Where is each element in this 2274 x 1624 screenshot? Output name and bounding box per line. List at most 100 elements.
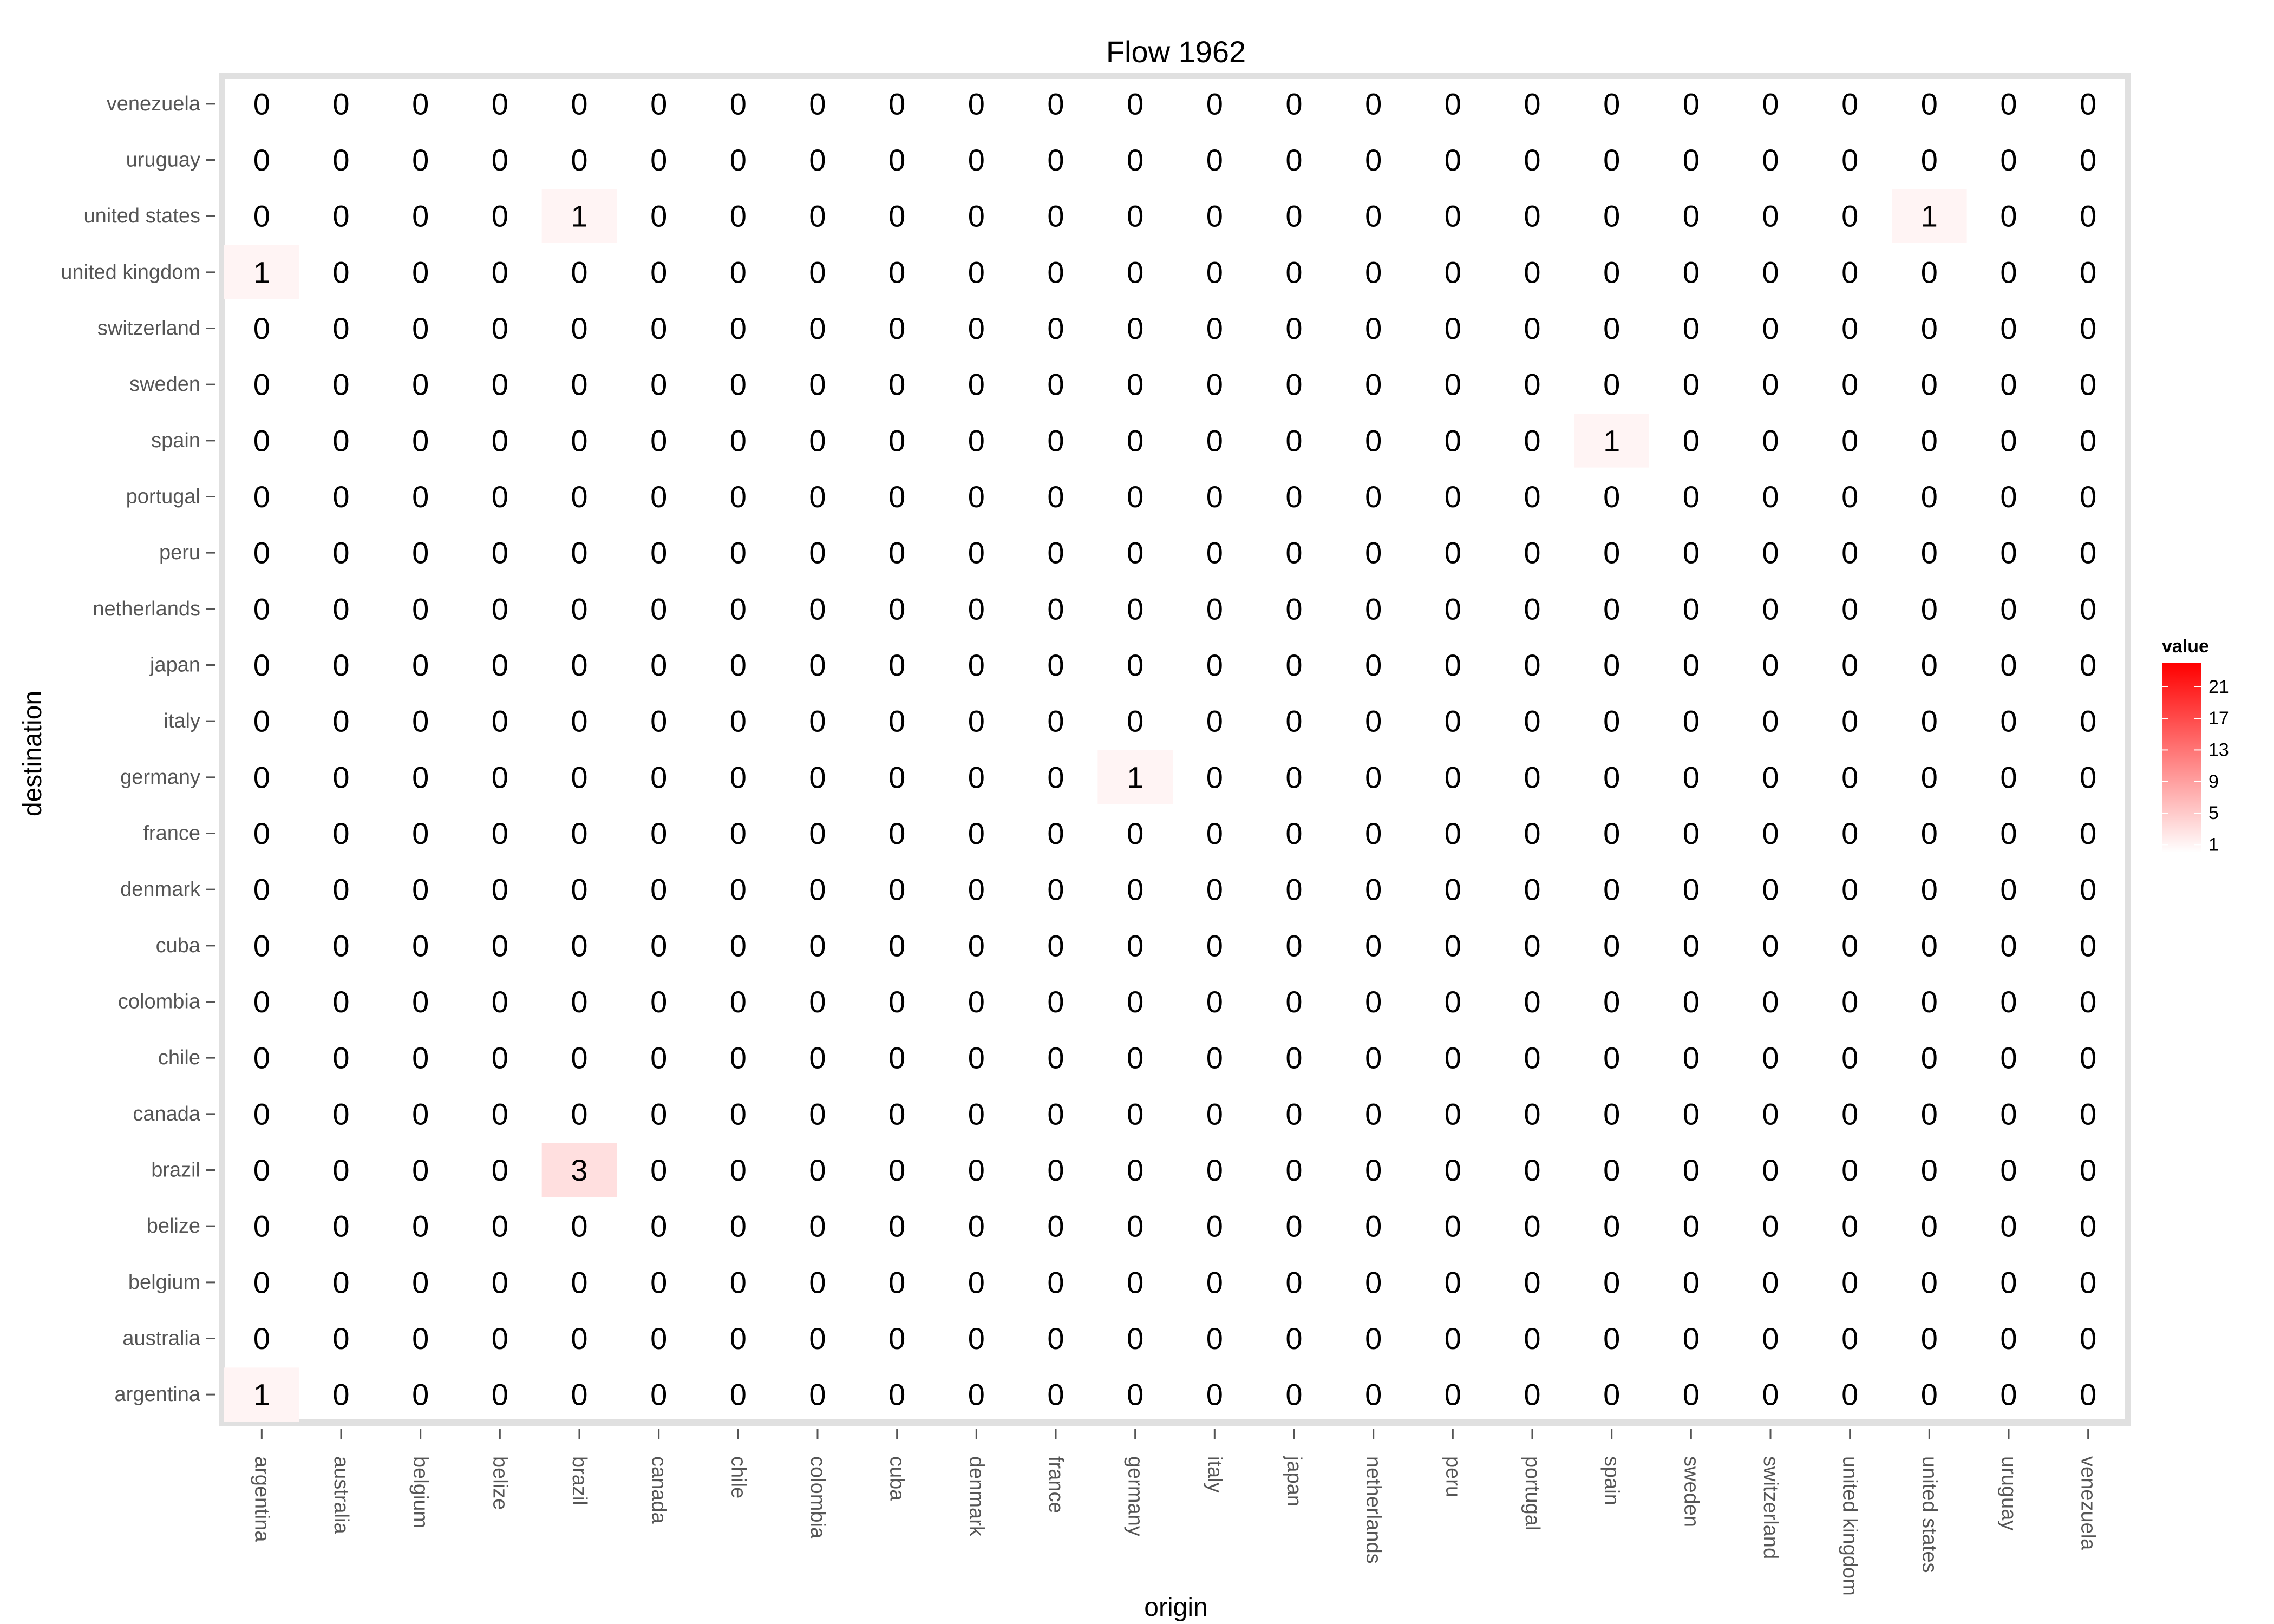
cell-value-label: 0 xyxy=(1603,985,1620,1019)
cell-value-label: 0 xyxy=(730,592,747,626)
cell-value-label: 0 xyxy=(1524,143,1540,177)
cell-value-label: 0 xyxy=(730,816,747,850)
legend-tick-label: 21 xyxy=(2208,677,2229,697)
cell-value-label: 0 xyxy=(1206,1153,1223,1187)
cell-value-label: 0 xyxy=(2080,1153,2096,1187)
cell-value-label: 0 xyxy=(1127,1378,1143,1412)
cell-value-label: 0 xyxy=(1841,928,1858,962)
cell-value-label: 0 xyxy=(1127,873,1143,907)
cell-value-label: 0 xyxy=(1603,480,1620,514)
cell-value-label: 0 xyxy=(1524,1209,1540,1243)
cell-value-label: 0 xyxy=(1762,368,1779,402)
cell-value-label: 0 xyxy=(2080,760,2096,794)
cell-value-label: 0 xyxy=(1285,1153,1302,1187)
cell-value-label: 0 xyxy=(1762,311,1779,345)
cell-value-label: 0 xyxy=(888,648,905,682)
cell-value-label: 0 xyxy=(968,1321,985,1355)
cell-value-label: 0 xyxy=(1921,423,1938,457)
cell-value-label: 0 xyxy=(1127,985,1143,1019)
cell-value-label: 0 xyxy=(1603,1265,1620,1299)
cell-value-label: 0 xyxy=(1047,311,1064,345)
cell-value-label: 0 xyxy=(650,873,667,907)
cell-value-label: 0 xyxy=(730,255,747,289)
cell-value-label: 0 xyxy=(809,87,826,121)
cell-value-label: 0 xyxy=(1841,704,1858,738)
cell-value-label: 0 xyxy=(1127,1097,1143,1131)
cell-value-label: 0 xyxy=(730,1209,747,1243)
cell-value-label: 0 xyxy=(571,311,587,345)
cell-value-label: 0 xyxy=(571,87,587,121)
cell-value-label: 0 xyxy=(809,760,826,794)
cell-value-label: 0 xyxy=(1603,1097,1620,1131)
cell-value-label: 0 xyxy=(2000,1378,2017,1412)
color-legend: value 21 17 13 9 5 1 xyxy=(2162,636,2229,855)
cell-value-label: 0 xyxy=(332,592,349,626)
cell-value-label: 0 xyxy=(888,423,905,457)
cell-value-label: 0 xyxy=(1127,311,1143,345)
cell-value-label: 0 xyxy=(1841,985,1858,1019)
x-tick-label: uruguay xyxy=(1997,1456,2020,1530)
y-tick-label: argentina xyxy=(115,1383,201,1406)
cell-value-label: 0 xyxy=(1603,143,1620,177)
cell-value-label: 0 xyxy=(492,536,508,570)
cell-value-label: 0 xyxy=(2000,873,2017,907)
cell-value-label: 0 xyxy=(1285,368,1302,402)
cell-value-label: 0 xyxy=(1921,87,1938,121)
cell-value-label: 0 xyxy=(1047,536,1064,570)
cell-value-label: 0 xyxy=(1921,985,1938,1019)
cell-value-label: 0 xyxy=(1127,143,1143,177)
cell-value-label: 0 xyxy=(1127,1265,1143,1299)
cell-value-label: 0 xyxy=(1365,760,1382,794)
cell-value-label: 0 xyxy=(571,760,587,794)
cell-value-label: 0 xyxy=(1762,423,1779,457)
cell-value-label: 0 xyxy=(1047,816,1064,850)
cell-value-label: 0 xyxy=(1683,143,1700,177)
cell-value-label: 0 xyxy=(809,1097,826,1131)
cell-value-label: 0 xyxy=(2080,311,2096,345)
cell-value-label: 0 xyxy=(1524,704,1540,738)
cell-value-label: 0 xyxy=(888,1265,905,1299)
x-tick-label: brazil xyxy=(568,1456,591,1505)
cell-value-label: 0 xyxy=(1524,816,1540,850)
cell-value-label: 0 xyxy=(1365,368,1382,402)
cell-value-label: 0 xyxy=(1683,873,1700,907)
cell-value-label: 0 xyxy=(1841,1209,1858,1243)
cell-value-label: 0 xyxy=(1365,1378,1382,1412)
cell-value-label: 0 xyxy=(571,1097,587,1131)
cell-value-label: 0 xyxy=(730,760,747,794)
x-tick-label: united kingdom xyxy=(1839,1456,1861,1596)
cell-value-label: 0 xyxy=(1285,1209,1302,1243)
cell-value-label: 0 xyxy=(1762,1209,1779,1243)
cell-value-label: 0 xyxy=(1683,592,1700,626)
cell-value-label: 0 xyxy=(571,648,587,682)
cell-value-label: 0 xyxy=(888,87,905,121)
cell-value-label: 0 xyxy=(2080,536,2096,570)
cell-value-label: 0 xyxy=(888,928,905,962)
cell-value-label: 0 xyxy=(1206,816,1223,850)
cell-value-label: 0 xyxy=(1762,143,1779,177)
cell-value-label: 0 xyxy=(1603,1378,1620,1412)
cell-value-label: 0 xyxy=(1047,423,1064,457)
cell-value-label: 0 xyxy=(1603,87,1620,121)
cell-value-label: 0 xyxy=(809,985,826,1019)
cell-value-label: 0 xyxy=(253,985,270,1019)
cell-value-label: 0 xyxy=(1524,1097,1540,1131)
cell-value-label: 0 xyxy=(1206,928,1223,962)
cell-value-label: 0 xyxy=(1683,1041,1700,1075)
cell-value-label: 0 xyxy=(1762,1041,1779,1075)
y-tick-label: chile xyxy=(158,1046,200,1069)
cell-value-label: 0 xyxy=(1841,760,1858,794)
cell-value-label: 0 xyxy=(730,480,747,514)
cell-value-label: 0 xyxy=(1683,816,1700,850)
cell-value-label: 0 xyxy=(253,143,270,177)
cell-value-label: 0 xyxy=(1603,816,1620,850)
cell-value-label: 0 xyxy=(1683,536,1700,570)
cell-value-label: 0 xyxy=(650,368,667,402)
cell-value-label: 0 xyxy=(1365,1097,1382,1131)
cell-value-label: 0 xyxy=(2000,311,2017,345)
cell-value-label: 0 xyxy=(1285,143,1302,177)
cell-value-label: 0 xyxy=(492,1153,508,1187)
cell-value-label: 0 xyxy=(1683,1153,1700,1187)
cell-value-label: 0 xyxy=(888,985,905,1019)
